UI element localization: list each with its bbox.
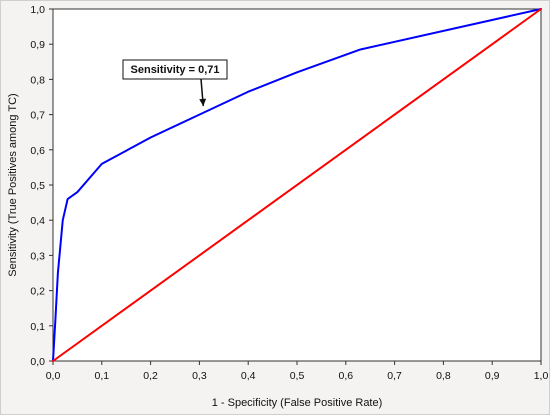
y-tick-label: 0,2 bbox=[30, 286, 45, 298]
x-axis-ticks: 0,0 0,1 0,2 0,3 0,4 0,5 0,6 0,7 0,8 0,9 1,0 bbox=[46, 361, 549, 382]
y-tick-label: 0,6 bbox=[30, 145, 45, 157]
y-tick-label: 0,1 bbox=[30, 321, 45, 333]
x-tick-label: 0,2 bbox=[143, 370, 158, 382]
roc-curve-line bbox=[52, 8, 542, 362]
y-tick-label: 0,0 bbox=[30, 356, 45, 368]
y-axis-ticks: 0,0 0,1 0,2 0,3 0,4 0,5 0,6 0,7 0,8 0,9 1,0 bbox=[30, 4, 53, 368]
x-tick-label: 0,7 bbox=[387, 370, 402, 382]
x-axis-label: 1 - Specificity (False Positive Rate) bbox=[212, 397, 383, 409]
annotation-layer: Sensitivity = 0,71 bbox=[122, 59, 228, 107]
x-tick-label: 0,1 bbox=[94, 370, 109, 382]
y-tick-label: 1,0 bbox=[30, 4, 45, 16]
y-tick-label: 0,8 bbox=[30, 74, 45, 86]
x-tick-label: 0,8 bbox=[436, 370, 451, 382]
y-axis-label: Sensitivity (True Positives among TC) bbox=[7, 93, 19, 276]
x-tick-label: 0,0 bbox=[46, 370, 61, 382]
x-tick-label: 0,3 bbox=[192, 370, 207, 382]
y-tick-label: 0,4 bbox=[30, 215, 45, 227]
x-tick-label: 0,6 bbox=[338, 370, 353, 382]
y-tick-label: 0,5 bbox=[30, 180, 45, 192]
annotation-arrow-head bbox=[199, 98, 207, 107]
y-tick-label: 0,7 bbox=[30, 110, 45, 122]
annotation-box bbox=[122, 59, 228, 80]
x-tick-label: 0,9 bbox=[485, 370, 500, 382]
series-layer bbox=[52, 8, 542, 362]
y-tick-label: 0,9 bbox=[30, 39, 45, 51]
x-tick-label: 0,5 bbox=[290, 370, 305, 382]
x-tick-label: 0,4 bbox=[241, 370, 256, 382]
x-tick-label: 1,0 bbox=[534, 370, 549, 382]
reference-diagonal-line bbox=[52, 8, 542, 362]
annotation-label: Sensitivity = 0,71 bbox=[131, 64, 220, 76]
y-tick-label: 0,3 bbox=[30, 250, 45, 262]
